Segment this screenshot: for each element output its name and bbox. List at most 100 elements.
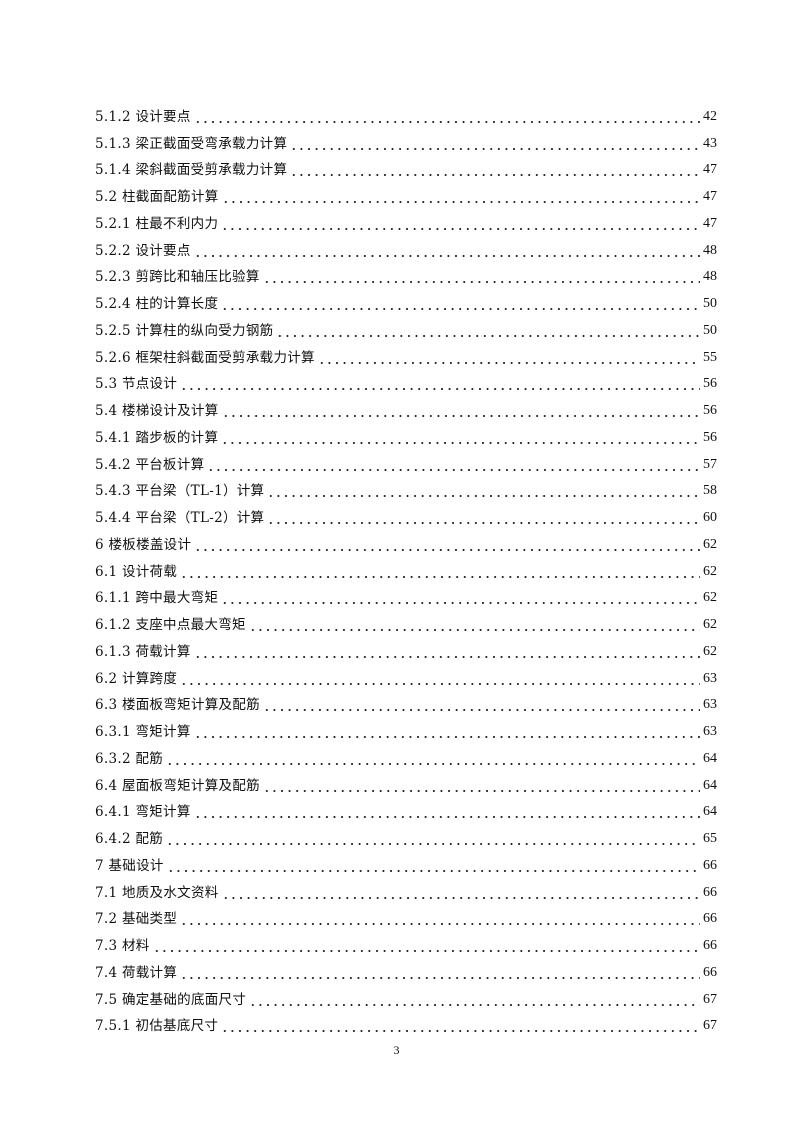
toc-entry-page: 66 — [703, 857, 717, 873]
toc-entry[interactable]: 5.3 节点设计 56 — [95, 368, 717, 395]
toc-entry[interactable]: 5.1.4 梁斜截面受剪承载力计算 47 — [95, 154, 717, 181]
toc-entry[interactable]: 6.4.2 配筋 65 — [95, 822, 717, 849]
toc-entry-page: 62 — [703, 590, 717, 606]
toc-entry[interactable]: 7 基础设计 66 — [95, 849, 717, 876]
toc-entry[interactable]: 5.4.3 平台梁（TL-1）计算 58 — [95, 475, 717, 502]
toc-entry[interactable]: 6.1 设计荷载 62 — [95, 555, 717, 582]
toc-entry[interactable]: 5.4.1 踏步板的计算 56 — [95, 421, 717, 448]
toc-entry[interactable]: 7.4 荷载计算 66 — [95, 956, 717, 983]
dot-leader — [262, 267, 700, 288]
toc-entry-title: 7.2 基础类型 — [95, 911, 178, 928]
toc-entry-title: 7.3 材料 — [95, 938, 150, 954]
toc-entry-page: 62 — [703, 643, 717, 659]
dot-leader — [166, 855, 700, 876]
dot-leader — [290, 133, 700, 154]
toc-entry-title: 6.2 计算跨度 — [95, 670, 178, 687]
toc-entry-page: 66 — [703, 884, 717, 900]
dot-leader — [193, 641, 700, 662]
dot-leader — [267, 508, 700, 528]
toc-entry-page: 62 — [703, 617, 717, 632]
toc-entry-page: 67 — [703, 1018, 717, 1034]
toc-entry-page: 57 — [703, 456, 717, 472]
toc-entry-page: 66 — [703, 938, 717, 953]
toc-entry[interactable]: 6.4.1 弯矩计算 64 — [95, 796, 717, 823]
dot-leader — [180, 561, 700, 582]
dot-leader — [276, 320, 700, 341]
toc-entry-title: 5.1.2 设计要点 — [95, 108, 191, 125]
dot-leader — [193, 240, 700, 261]
dot-leader — [166, 748, 700, 769]
toc-entry[interactable]: 6 楼板楼盖设计 62 — [95, 528, 717, 555]
toc-entry[interactable]: 6.2 计算跨度 63 — [95, 662, 717, 689]
toc-entry[interactable]: 7.5 确定基础的底面尺寸 67 — [95, 983, 717, 1010]
dot-leader — [166, 829, 700, 849]
dot-leader — [152, 936, 700, 956]
toc-entry-title: 5.4.2 平台板计算 — [95, 456, 205, 473]
dot-leader — [194, 534, 700, 555]
toc-entry-title: 5.2.5 计算柱的纵向受力钢筋 — [95, 322, 274, 339]
toc-entry[interactable]: 6.3 楼面板弯矩计算及配筋 63 — [95, 689, 717, 716]
toc-entry[interactable]: 5.1.3 梁正截面受弯承载力计算 43 — [95, 127, 717, 154]
toc-entry[interactable]: 5.2.2 设计要点 48 — [95, 234, 717, 261]
dot-leader — [221, 1016, 700, 1037]
toc-entry-page: 62 — [703, 536, 717, 552]
toc-entry-title: 6 楼板楼盖设计 — [95, 536, 192, 553]
toc-entry[interactable]: 5.2 柱截面配筋计算 47 — [95, 180, 717, 207]
toc-entry-page: 63 — [703, 724, 717, 739]
toc-entry-page: 48 — [703, 269, 717, 285]
toc-entry[interactable]: 7.1 地质及水文资料 66 — [95, 876, 717, 903]
toc-entry[interactable]: 6.1.3 荷载计算 62 — [95, 635, 717, 662]
toc-entry[interactable]: 5.2.5 计算柱的纵向受力钢筋 50 — [95, 314, 717, 341]
toc-entry[interactable]: 5.2.4 柱的计算长度 50 — [95, 287, 717, 314]
toc-entry[interactable]: 6.1.1 跨中最大弯矩 62 — [95, 582, 717, 609]
dot-leader — [221, 882, 700, 903]
toc-entry-page: 48 — [703, 242, 717, 258]
toc-entry-page: 42 — [703, 108, 717, 124]
toc-entry-title: 6.1.1 跨中最大弯矩 — [95, 590, 219, 607]
toc-entry-title: 7.4 荷载计算 — [95, 964, 178, 981]
toc-entry[interactable]: 5.4.4 平台梁（TL-2）计算 60 — [95, 501, 717, 528]
toc-entry-page: 66 — [703, 964, 717, 980]
toc-entry-title: 5.2.3 剪跨比和轴压比验算 — [95, 269, 260, 286]
dot-leader — [221, 588, 700, 609]
toc-entry[interactable]: 5.1.2 设计要点 42 — [95, 100, 717, 127]
dot-leader — [221, 213, 700, 234]
toc-entry[interactable]: 6.4 屋面板弯矩计算及配筋 64 — [95, 769, 717, 796]
toc-entry-page: 56 — [703, 403, 717, 418]
toc-entry[interactable]: 7.5.1 初估基底尺寸 67 — [95, 1010, 717, 1037]
toc-entry[interactable]: 5.4.2 平台板计算 57 — [95, 448, 717, 475]
toc-entry-page: 50 — [703, 322, 717, 338]
dot-leader — [180, 962, 700, 983]
toc-entry-title: 6.1.2 支座中点最大弯矩 — [95, 617, 246, 633]
dot-leader — [180, 909, 700, 930]
toc-entry[interactable]: 7.3 材料 66 — [95, 929, 717, 956]
toc-entry-title: 6.1.3 荷载计算 — [95, 643, 191, 660]
toc-entry[interactable]: 6.3.1 弯矩计算 63 — [95, 715, 717, 742]
toc-entry[interactable]: 5.2.3 剪跨比和轴压比验算 48 — [95, 261, 717, 288]
toc-entry[interactable]: 6.1.2 支座中点最大弯矩 62 — [95, 608, 717, 635]
toc-entry-page: 63 — [703, 670, 717, 686]
toc-entry-title: 6.4 屋面板弯矩计算及配筋 — [95, 777, 260, 794]
toc-entry[interactable]: 7.2 基础类型 66 — [95, 903, 717, 930]
toc-entry-page: 43 — [703, 135, 717, 151]
toc-entry-title: 5.3 节点设计 — [95, 376, 178, 393]
toc-entry-page: 62 — [703, 563, 717, 579]
dot-leader — [221, 187, 700, 207]
toc-entry-title: 7.1 地质及水文资料 — [95, 884, 219, 901]
toc-entry[interactable]: 5.2.1 柱最不利内力 47 — [95, 207, 717, 234]
dot-leader — [249, 989, 700, 1010]
toc-entry[interactable]: 5.2.6 框架柱斜截面受剪承载力计算 55 — [95, 341, 717, 368]
toc-entry-title: 7.5.1 初估基底尺寸 — [95, 1018, 219, 1035]
toc-entry-page: 50 — [703, 296, 717, 311]
dot-leader — [267, 481, 700, 502]
dot-leader — [193, 802, 700, 823]
page-number: 3 — [393, 1043, 400, 1057]
toc-entry-page: 55 — [703, 349, 717, 365]
dot-leader — [248, 615, 700, 635]
toc-entry-title: 6.1 设计荷载 — [95, 563, 178, 580]
toc-entry[interactable]: 6.3.2 配筋 64 — [95, 742, 717, 769]
toc-entry-title: 6.4.2 配筋 — [95, 831, 164, 847]
toc-entry[interactable]: 5.4 楼梯设计及计算 56 — [95, 394, 717, 421]
toc-entry-title: 5.1.4 梁斜截面受剪承载力计算 — [95, 162, 288, 179]
toc-entry-page: 66 — [703, 911, 717, 927]
